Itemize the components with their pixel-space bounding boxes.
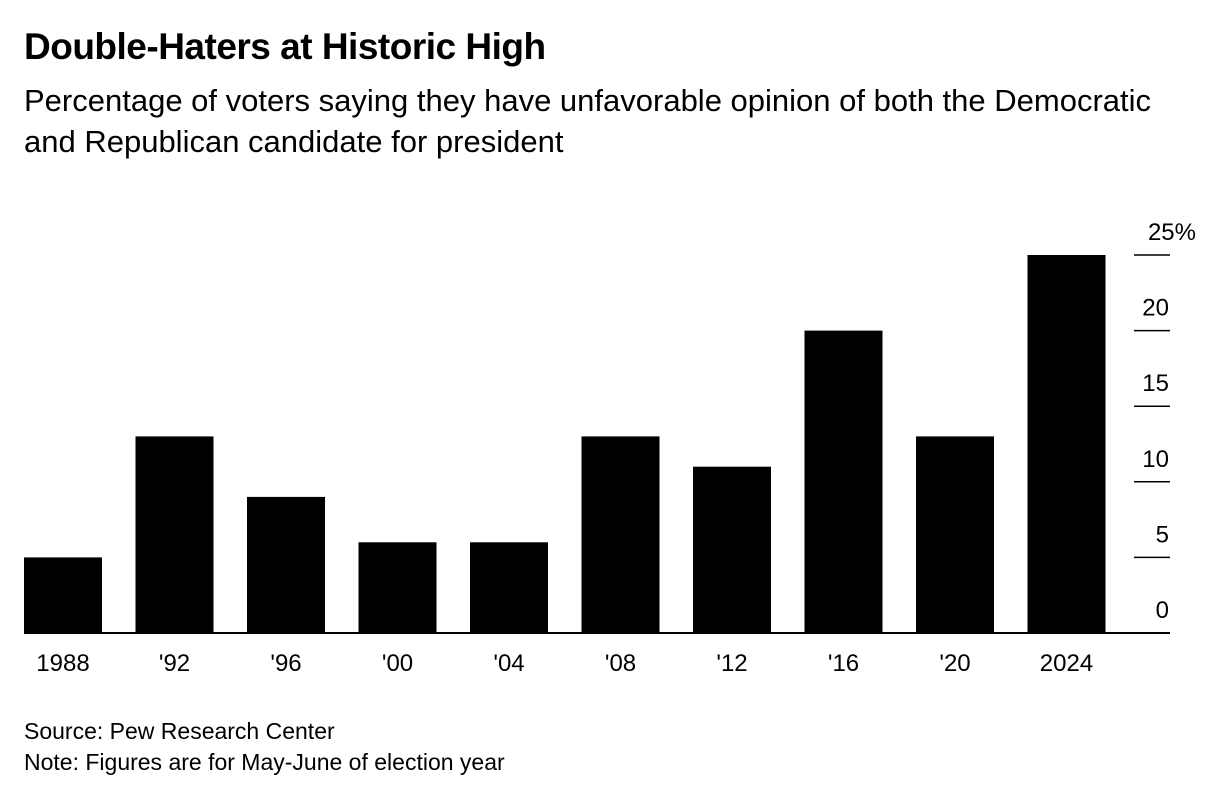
bar-12 xyxy=(693,466,771,633)
footnote: Note: Figures are for May-June of electi… xyxy=(24,749,505,775)
x-tick-label-20: '20 xyxy=(939,650,970,677)
bar-96 xyxy=(247,496,325,633)
x-tick-label-2024: 2024 xyxy=(1040,650,1093,677)
y-axis: 25% 20 15 10 5 0 xyxy=(1134,219,1196,624)
bar-1988 xyxy=(24,557,102,633)
x-axis: 1988 '92 '96 '00 '04 '08 '12 '16 '20 2024 xyxy=(36,650,1093,677)
x-tick-label-16: '16 xyxy=(828,650,859,677)
y-tick-label-25: 25% xyxy=(1148,219,1196,246)
y-tick-label-10: 10 xyxy=(1142,446,1169,473)
bar-16 xyxy=(804,330,883,633)
y-tick-label-0: 0 xyxy=(1156,597,1169,624)
y-tick-label-20: 20 xyxy=(1142,295,1169,322)
x-tick-label-92: '92 xyxy=(159,650,190,677)
chart-footer: Source: Pew Research Center Note: Figure… xyxy=(24,716,505,778)
bar-92 xyxy=(135,436,214,633)
x-tick-label-1988: 1988 xyxy=(36,650,89,677)
bar-20 xyxy=(916,436,994,633)
bars-group xyxy=(24,255,1106,633)
y-tick-label-15: 15 xyxy=(1142,370,1169,397)
x-tick-label-04: '04 xyxy=(493,650,524,677)
x-tick-label-00: '00 xyxy=(382,650,413,677)
page-title: Double-Haters at Historic High xyxy=(24,26,546,67)
bar-08 xyxy=(581,436,660,633)
x-tick-label-08: '08 xyxy=(605,650,636,677)
x-tick-label-12: '12 xyxy=(716,650,747,677)
bar-2024 xyxy=(1027,255,1106,633)
x-tick-label-96: '96 xyxy=(270,650,301,677)
chart-subtitle: Percentage of voters saying they have un… xyxy=(24,83,1152,159)
source-note: Source: Pew Research Center xyxy=(24,718,335,744)
bar-00 xyxy=(358,542,437,633)
bar-chart: 25% 20 15 10 5 0 1988 '92 '96 '00 '04 '08 '12 '16 '20… xyxy=(24,219,1196,677)
y-tick-label-5: 5 xyxy=(1156,521,1169,548)
bar-04 xyxy=(470,542,548,633)
